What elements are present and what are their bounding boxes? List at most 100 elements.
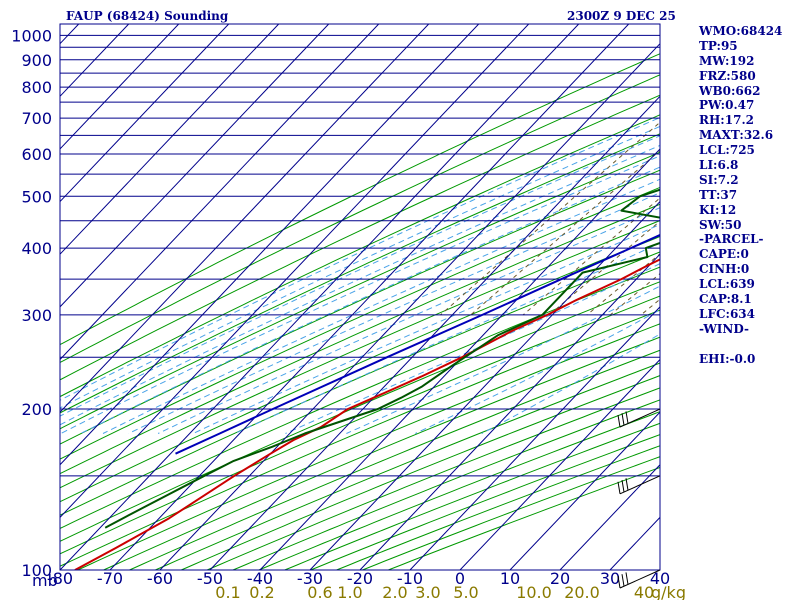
chart-title: FAUP (68424) Sounding (66, 9, 229, 23)
wind-barb-feather (617, 575, 621, 589)
chart-datetime: 2300Z 9 DEC 25 (567, 9, 676, 23)
plot-frame (59, 23, 661, 571)
isotherm (409, 306, 660, 570)
temperature-tick-label: 0 (455, 569, 465, 588)
pressure-tick-label: 400 (21, 239, 52, 258)
pressure-tick-label: 200 (21, 400, 52, 419)
moist-adiabat (60, 117, 660, 401)
mixing-ratio-tick-label: 10.0 (516, 583, 552, 600)
index-line: TP:95 (699, 38, 738, 53)
temperature-tick-label: 20 (550, 569, 570, 588)
temperature-tick-label: -40 (247, 569, 273, 588)
wind-barb (617, 475, 661, 495)
wind-barb-staff (619, 569, 661, 589)
moist-adiabat (128, 192, 660, 434)
dry-adiabat (103, 336, 660, 570)
isotherm (60, 24, 230, 203)
pressure-tick-label: 700 (21, 109, 52, 128)
dry-adiabat (60, 309, 660, 567)
dry-adiabat (60, 94, 660, 381)
isotherm (60, 24, 180, 150)
index-line: -WIND- (699, 321, 749, 336)
temperature-tick-label: -10 (397, 569, 423, 588)
mixing-ratio-tick-label: 0.1 (215, 583, 240, 600)
wind-barb-feather (625, 572, 629, 585)
pressure-unit-label: mb (32, 571, 58, 590)
wind-barb-feather (617, 414, 621, 428)
index-line: PW:0.47 (699, 98, 755, 113)
pressure-tick-label: 300 (21, 306, 52, 325)
moist-adiabat (102, 178, 660, 434)
dry-adiabat (60, 251, 660, 516)
dry-adiabat (60, 169, 660, 445)
isotherm (0, 24, 29, 570)
temperature-tick-label: 40 (650, 569, 670, 588)
index-line: LCL:725 (699, 143, 755, 158)
dry-adiabat (232, 399, 660, 570)
isotherm (60, 24, 380, 361)
index-line: RH:17.2 (699, 113, 754, 128)
index-line: WB0:662 (699, 83, 761, 98)
moist-adiabat (60, 155, 660, 434)
isotherm (60, 24, 580, 570)
dry-adiabat (60, 53, 660, 346)
dry-adiabat (258, 411, 660, 570)
wind-barb-feather (617, 481, 621, 494)
isotherm (509, 411, 660, 570)
dry-adiabat (60, 151, 660, 430)
index-line: LFC:634 (699, 306, 755, 321)
moist-adiabat (192, 223, 660, 434)
wind-barb-feather (625, 478, 629, 491)
dry-adiabat (60, 281, 660, 542)
isotherm (259, 148, 660, 570)
temperature-tick-label: -60 (147, 569, 173, 588)
dry-adiabat (60, 133, 660, 414)
dry-adiabat (60, 235, 660, 503)
index-line: LI:6.8 (699, 158, 739, 173)
mixing-ratio-unit-label: g/kg (651, 583, 686, 600)
wind-barb (617, 408, 661, 428)
dry-adiabat (310, 434, 660, 570)
isotherm (60, 24, 80, 45)
pressure-tick-label: 800 (21, 78, 52, 97)
mixing-ratio-tick-label: 1.0 (337, 583, 362, 600)
dewpoint-line (104, 188, 660, 529)
index-line: LCL:639 (699, 277, 755, 292)
mixing-ratio-tick-label: 2.0 (382, 583, 407, 600)
wind-barb-feather (621, 574, 625, 587)
index-line: MAXT:32.6 (699, 128, 774, 143)
index-line: WMO:68424 (699, 24, 783, 38)
isotherm (159, 42, 660, 570)
temperature-tick-label: -50 (197, 569, 223, 588)
isotherm (60, 24, 330, 308)
wind-barb-staff (619, 475, 661, 495)
moist-adiabat (60, 135, 660, 417)
dry-adiabat (336, 445, 660, 570)
index-line: EHI:-0.0 (699, 351, 756, 366)
mixing-ratio-tick-label: 3.0 (415, 583, 440, 600)
mixing-ratio-tick-label: 0.6 (307, 583, 332, 600)
pressure-tick-label: 500 (21, 187, 52, 206)
moist-adiabat (157, 207, 660, 434)
index-line: CAPE:0 (699, 247, 749, 262)
wind-barb-feather (621, 479, 625, 493)
index-line: FRZ:580 (699, 68, 756, 83)
temperature-tick-label: 30 (600, 569, 620, 588)
isotherm (60, 24, 280, 255)
index-line (699, 337, 799, 352)
dry-adiabat (60, 220, 660, 489)
index-line: SI:7.2 (699, 172, 739, 187)
isotherm (359, 253, 660, 570)
dry-adiabat (129, 349, 660, 570)
temperature-tick-label: -30 (297, 569, 323, 588)
moist-adiabat (80, 166, 660, 434)
dry-adiabat (60, 186, 660, 460)
moist-adiabat (60, 125, 660, 409)
moist-adiabat (346, 285, 660, 434)
isotherm (459, 358, 660, 570)
pressure-tick-label: 600 (21, 145, 52, 164)
dry-adiabat (60, 114, 660, 398)
moist-adiabat (234, 242, 660, 434)
dry-adiabat (206, 387, 660, 570)
stability-indices-panel: WMO:68424 TP:95 MW:192 FRZ:580 WB0:662 PW:0.4… (699, 24, 799, 366)
